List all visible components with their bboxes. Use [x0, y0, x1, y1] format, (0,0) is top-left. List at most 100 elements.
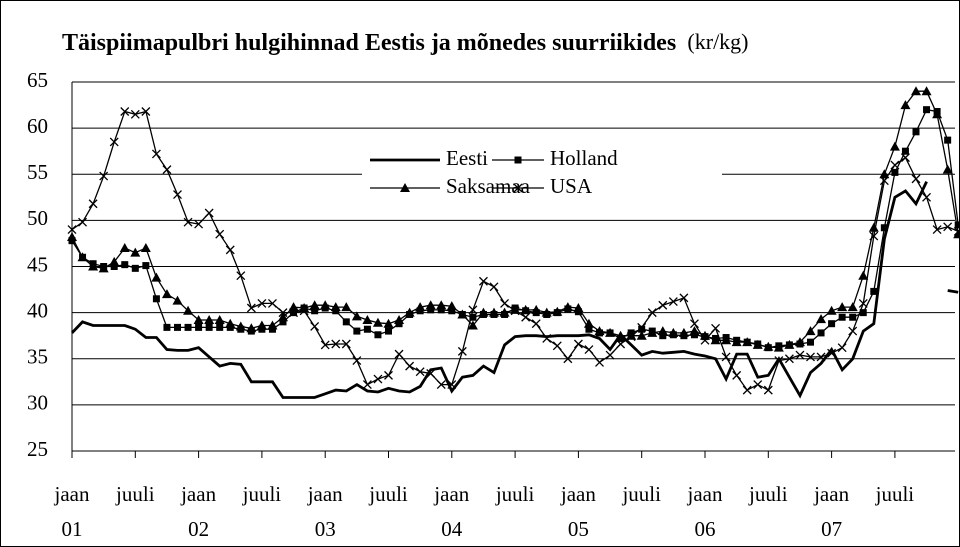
- marker: [531, 304, 542, 314]
- x-year-label: 06: [695, 517, 716, 541]
- marker: [880, 224, 888, 232]
- marker: [921, 86, 932, 96]
- x-year-label: 07: [821, 517, 842, 541]
- marker: [731, 337, 742, 347]
- x-tick-label: jaan: [307, 482, 343, 506]
- legend-marker: [513, 183, 523, 193]
- marker: [647, 327, 658, 337]
- marker: [805, 326, 816, 336]
- marker: [531, 319, 541, 329]
- marker: [394, 315, 405, 325]
- y-tick-label: 55: [27, 160, 48, 184]
- marker: [837, 302, 848, 312]
- marker: [774, 356, 784, 366]
- marker: [732, 370, 742, 380]
- marker: [267, 320, 278, 330]
- x-tick-label: juuli: [368, 482, 408, 506]
- x-tick-label: jaan: [687, 482, 723, 506]
- x-tick-label: juuli: [495, 482, 535, 506]
- marker: [858, 270, 869, 280]
- marker: [468, 305, 478, 315]
- marker: [385, 327, 392, 335]
- marker: [151, 272, 162, 282]
- marker: [615, 330, 626, 340]
- marker: [721, 352, 731, 362]
- marker: [679, 293, 689, 303]
- marker: [67, 231, 77, 241]
- marker: [404, 307, 415, 317]
- marker: [552, 306, 563, 316]
- x-tick-label: juuli: [748, 482, 788, 506]
- marker: [573, 339, 583, 349]
- marker: [583, 318, 594, 328]
- marker: [415, 367, 425, 377]
- marker: [267, 298, 277, 308]
- marker: [773, 342, 784, 352]
- marker: [152, 295, 160, 303]
- marker: [78, 217, 88, 227]
- marker: [869, 231, 879, 241]
- marker: [373, 374, 383, 384]
- marker: [299, 306, 309, 316]
- marker: [922, 192, 932, 202]
- x-year-label: 02: [188, 517, 209, 541]
- marker: [710, 335, 721, 345]
- marker: [584, 345, 594, 354]
- marker: [879, 176, 889, 186]
- marker: [510, 306, 520, 316]
- marker: [562, 302, 573, 312]
- marker: [215, 229, 225, 239]
- marker: [194, 219, 204, 229]
- marker: [541, 307, 552, 317]
- series-line: [70, 180, 959, 399]
- marker: [341, 339, 351, 349]
- marker: [901, 147, 909, 155]
- marker: [309, 300, 320, 310]
- marker: [120, 107, 130, 116]
- marker: [363, 325, 371, 333]
- marker: [383, 318, 394, 328]
- marker: [806, 352, 815, 362]
- chart-title-line: Täispiimapulbri hulgihinnad Eestis ja mõ…: [62, 29, 749, 55]
- marker: [753, 380, 763, 390]
- marker: [900, 100, 911, 110]
- marker: [552, 341, 562, 351]
- marker: [859, 309, 867, 317]
- marker: [446, 301, 457, 311]
- marker: [763, 385, 773, 395]
- marker: [659, 332, 667, 340]
- marker: [425, 300, 436, 310]
- marker: [352, 356, 362, 366]
- marker: [342, 318, 350, 326]
- marker: [891, 168, 899, 176]
- y-tick-label: 25: [27, 437, 48, 461]
- marker: [668, 327, 679, 337]
- marker: [225, 245, 235, 255]
- marker: [246, 323, 257, 333]
- marker: [130, 247, 141, 257]
- marker: [310, 322, 320, 331]
- marker: [636, 330, 647, 340]
- marker: [195, 323, 203, 331]
- marker: [278, 312, 288, 322]
- marker: [923, 106, 931, 114]
- marker: [257, 298, 267, 308]
- marker: [436, 300, 447, 310]
- marker: [912, 128, 920, 136]
- marker: [795, 350, 805, 360]
- marker: [109, 137, 119, 147]
- marker: [88, 261, 99, 271]
- marker: [489, 282, 499, 292]
- marker: [847, 302, 858, 312]
- y-tick-label: 65: [27, 68, 48, 92]
- marker: [193, 315, 204, 325]
- x-tick-label: jaan: [54, 482, 90, 506]
- x-year-label: 05: [568, 517, 589, 541]
- marker: [214, 315, 225, 325]
- marker: [573, 303, 584, 313]
- marker: [942, 164, 953, 174]
- x-tick-label: jaan: [560, 482, 596, 506]
- x-tick-label: jaan: [433, 482, 469, 506]
